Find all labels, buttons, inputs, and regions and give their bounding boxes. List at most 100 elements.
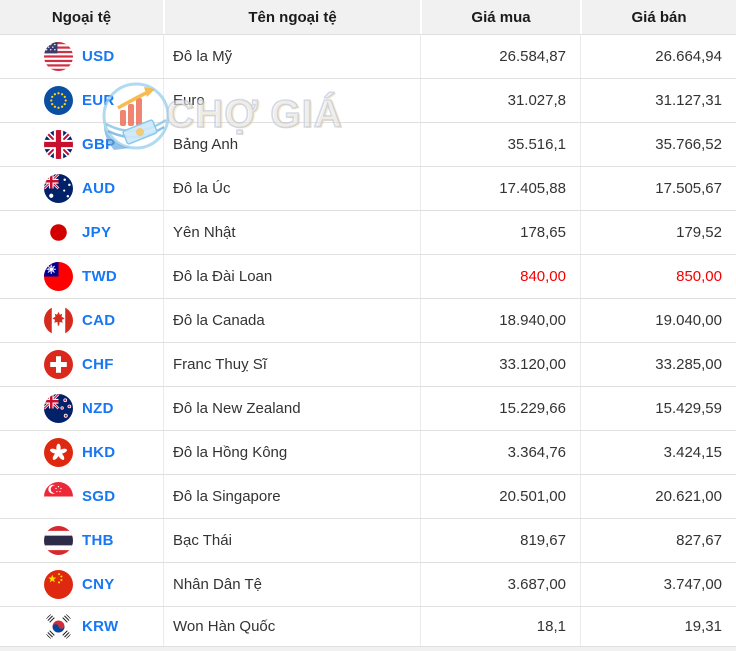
currency-code-link[interactable]: USD <box>82 48 115 65</box>
currency-name: Euro <box>163 79 420 122</box>
buy-price: 20.501,00 <box>420 475 580 518</box>
next-section-strip <box>0 646 736 651</box>
currency-cell: AUD <box>0 167 163 210</box>
sell-price: 33.285,00 <box>580 343 736 386</box>
currency-name: Franc Thuỵ Sĩ <box>163 343 420 386</box>
currency-cell: KRW <box>0 607 163 646</box>
buy-price: 31.027,8 <box>420 79 580 122</box>
sell-price: 20.621,00 <box>580 475 736 518</box>
column-header-currency-name: Tên ngoại tệ <box>163 0 420 34</box>
buy-price: 3.687,00 <box>420 563 580 606</box>
buy-price: 15.229,66 <box>420 387 580 430</box>
thb-flag-icon <box>44 526 73 555</box>
cny-flag-icon <box>44 570 73 599</box>
table-header-row: Ngoại tệ Tên ngoại tệ Giá mua Giá bán <box>0 0 736 34</box>
currency-name: Bạc Thái <box>163 519 420 562</box>
currency-code-link[interactable]: HKD <box>82 444 116 461</box>
currency-name: Nhân Dân Tệ <box>163 563 420 606</box>
currency-cell: HKD <box>0 431 163 474</box>
column-header-sell-price: Giá bán <box>580 0 736 34</box>
row-aud: AUD Đô la Úc 17.405,88 17.505,67 <box>0 166 736 210</box>
row-usd: USD Đô la Mỹ 26.584,87 26.664,94 <box>0 34 736 78</box>
currency-code-link[interactable]: SGD <box>82 488 116 505</box>
currency-cell: TWD <box>0 255 163 298</box>
currency-code-link[interactable]: JPY <box>82 224 112 241</box>
row-sgd: SGD Đô la Singapore 20.501,00 20.621,00 <box>0 474 736 518</box>
sell-price: 17.505,67 <box>580 167 736 210</box>
currency-name: Đô la Đài Loan <box>163 255 420 298</box>
row-chf: CHF Franc Thuỵ Sĩ 33.120,00 33.285,00 <box>0 342 736 386</box>
currency-name: Đô la Hồng Kông <box>163 431 420 474</box>
sell-price: 31.127,31 <box>580 79 736 122</box>
currency-code-link[interactable]: CNY <box>82 576 115 593</box>
currency-cell: USD <box>0 35 163 78</box>
cad-flag-icon <box>44 306 73 335</box>
currency-cell: CAD <box>0 299 163 342</box>
krw-flag-icon <box>44 612 73 641</box>
buy-price: 178,65 <box>420 211 580 254</box>
currency-code-link[interactable]: AUD <box>82 180 116 197</box>
row-cad: CAD Đô la Canada 18.940,00 19.040,00 <box>0 298 736 342</box>
row-eur: EUR Euro 31.027,8 31.127,31 <box>0 78 736 122</box>
currency-code-link[interactable]: EUR <box>82 92 115 109</box>
buy-price: 819,67 <box>420 519 580 562</box>
currency-code-link[interactable]: NZD <box>82 400 114 417</box>
gbp-flag-icon <box>44 130 73 159</box>
table-body: USD Đô la Mỹ 26.584,87 26.664,94 EUR Eur… <box>0 34 736 646</box>
usd-flag-icon <box>44 42 73 71</box>
sell-price: 3.747,00 <box>580 563 736 606</box>
buy-price: 3.364,76 <box>420 431 580 474</box>
row-cny: CNY Nhân Dân Tệ 3.687,00 3.747,00 <box>0 562 736 606</box>
row-thb: THB Bạc Thái 819,67 827,67 <box>0 518 736 562</box>
sell-price: 35.766,52 <box>580 123 736 166</box>
currency-code-link[interactable]: CHF <box>82 356 114 373</box>
eur-flag-icon <box>44 86 73 115</box>
buy-price: 33.120,00 <box>420 343 580 386</box>
sell-price: 19.040,00 <box>580 299 736 342</box>
currency-code-link[interactable]: KRW <box>82 618 119 635</box>
currency-cell: JPY <box>0 211 163 254</box>
sell-price: 15.429,59 <box>580 387 736 430</box>
currency-code-link[interactable]: CAD <box>82 312 116 329</box>
currency-name: Đô la Mỹ <box>163 35 420 78</box>
column-header-currency: Ngoại tệ <box>51 8 112 26</box>
row-hkd: HKD Đô la Hồng Kông 3.364,76 3.424,15 <box>0 430 736 474</box>
currency-name: Won Hàn Quốc <box>163 607 420 646</box>
currency-cell: SGD <box>0 475 163 518</box>
aud-flag-icon <box>44 174 73 203</box>
currency-name: Đô la Úc <box>163 167 420 210</box>
twd-flag-icon <box>44 262 73 291</box>
currency-name: Đô la New Zealand <box>163 387 420 430</box>
buy-price: 18.940,00 <box>420 299 580 342</box>
currency-name: Đô la Singapore <box>163 475 420 518</box>
sgd-flag-icon <box>44 482 73 511</box>
buy-price: 26.584,87 <box>420 35 580 78</box>
row-jpy: JPY Yên Nhật 178,65 179,52 <box>0 210 736 254</box>
currency-cell: CNY <box>0 563 163 606</box>
jpy-flag-icon <box>44 218 73 247</box>
sell-price: 26.664,94 <box>580 35 736 78</box>
sell-price: 850,00 <box>580 255 736 298</box>
currency-cell: GBP <box>0 123 163 166</box>
currency-cell: THB <box>0 519 163 562</box>
buy-price: 17.405,88 <box>420 167 580 210</box>
currency-code-link[interactable]: GBP <box>82 136 116 153</box>
hkd-flag-icon <box>44 438 73 467</box>
currency-cell: EUR <box>0 79 163 122</box>
currency-code-link[interactable]: THB <box>82 532 114 549</box>
currency-code-link[interactable]: TWD <box>82 268 118 285</box>
nzd-flag-icon <box>44 394 73 423</box>
row-gbp: GBP Bảng Anh 35.516,1 35.766,52 <box>0 122 736 166</box>
sell-price: 179,52 <box>580 211 736 254</box>
currency-name: Đô la Canada <box>163 299 420 342</box>
currency-cell: NZD <box>0 387 163 430</box>
currency-name: Yên Nhật <box>163 211 420 254</box>
buy-price: 35.516,1 <box>420 123 580 166</box>
buy-price: 840,00 <box>420 255 580 298</box>
chf-flag-icon <box>44 350 73 379</box>
sell-price: 3.424,15 <box>580 431 736 474</box>
row-krw: KRW Won Hàn Quốc 18,1 19,31 <box>0 606 736 646</box>
buy-price: 18,1 <box>420 607 580 646</box>
currency-name: Bảng Anh <box>163 123 420 166</box>
